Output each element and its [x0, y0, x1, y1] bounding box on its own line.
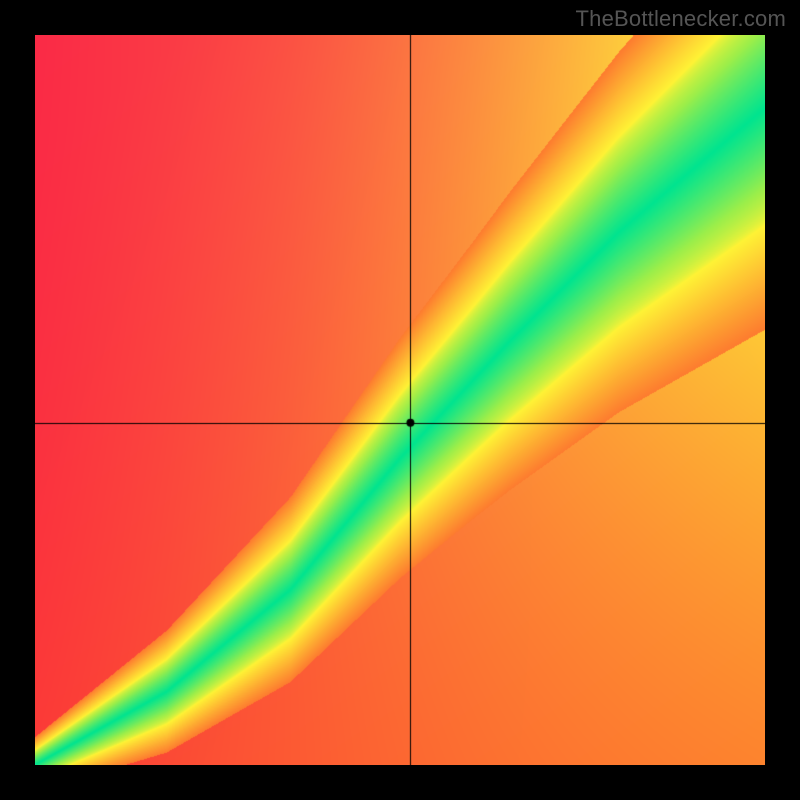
crosshair-overlay [35, 35, 765, 765]
watermark-text: TheBottlenecker.com [576, 6, 786, 32]
plot-outer-frame [0, 0, 800, 800]
